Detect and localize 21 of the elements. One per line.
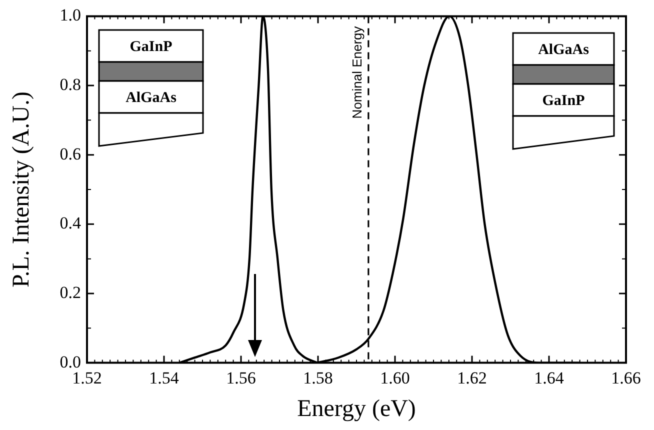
y-tick-label: 0.2 (60, 282, 81, 302)
layer-stack-diagram: GaInP AlGaAs (98, 29, 204, 147)
x-tick-label: 1.66 (611, 368, 641, 388)
annotation: AlGaAs (538, 42, 590, 58)
x-tick-label: 1.60 (380, 368, 410, 388)
y-tick-label: 0.6 (60, 144, 81, 164)
annotation: GaInP (130, 39, 172, 55)
x-tick-label: 1.58 (303, 368, 333, 388)
x-tick-label: 1.62 (457, 368, 487, 388)
ref-line-label: Nominal Energy (350, 26, 365, 119)
x-axis-title: Energy (eV) (297, 396, 416, 422)
y-tick-label: 0.4 (60, 214, 82, 233)
annotation: GaInP (542, 93, 585, 109)
x-tick-label: 1.64 (534, 368, 564, 388)
annotation: AlGaAs (126, 90, 177, 106)
x-tick-label: 1.56 (226, 368, 256, 388)
layer-stack-diagram: AlGaAs GaInP (512, 32, 615, 150)
y-axis-title: P.L. Intensity (A.U.) (8, 92, 35, 288)
x-tick-label: 1.54 (149, 368, 180, 388)
y-tick-label: 0.8 (60, 74, 81, 94)
y-tick-label: 1.0 (60, 6, 81, 25)
